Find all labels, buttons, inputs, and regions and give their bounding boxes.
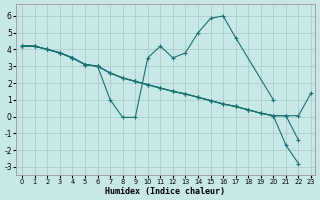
X-axis label: Humidex (Indice chaleur): Humidex (Indice chaleur) (105, 187, 225, 196)
